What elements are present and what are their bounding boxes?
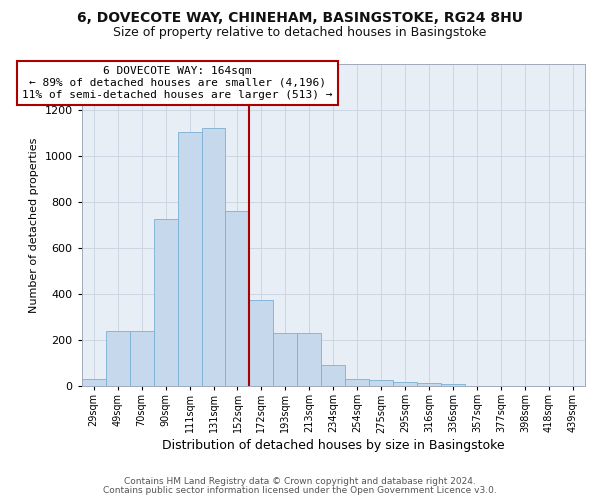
Bar — [274, 333, 298, 386]
Text: Contains HM Land Registry data © Crown copyright and database right 2024.: Contains HM Land Registry data © Crown c… — [124, 477, 476, 486]
Bar — [417, 382, 441, 386]
Bar — [154, 220, 178, 386]
Bar — [441, 384, 465, 386]
Bar — [82, 379, 106, 386]
Text: Size of property relative to detached houses in Basingstoke: Size of property relative to detached ho… — [113, 26, 487, 39]
Bar — [393, 382, 417, 386]
Y-axis label: Number of detached properties: Number of detached properties — [29, 138, 39, 312]
Bar — [130, 331, 154, 386]
Bar — [346, 379, 369, 386]
Bar — [250, 300, 274, 386]
Text: Contains public sector information licensed under the Open Government Licence v3: Contains public sector information licen… — [103, 486, 497, 495]
Bar — [106, 331, 130, 386]
Text: 6, DOVECOTE WAY, CHINEHAM, BASINGSTOKE, RG24 8HU: 6, DOVECOTE WAY, CHINEHAM, BASINGSTOKE, … — [77, 11, 523, 25]
Bar — [369, 380, 393, 386]
X-axis label: Distribution of detached houses by size in Basingstoke: Distribution of detached houses by size … — [162, 440, 505, 452]
Text: 6 DOVECOTE WAY: 164sqm
← 89% of detached houses are smaller (4,196)
11% of semi-: 6 DOVECOTE WAY: 164sqm ← 89% of detached… — [22, 66, 333, 100]
Bar — [178, 132, 202, 386]
Bar — [202, 128, 226, 386]
Bar — [322, 366, 346, 386]
Bar — [226, 212, 250, 386]
Bar — [298, 333, 322, 386]
